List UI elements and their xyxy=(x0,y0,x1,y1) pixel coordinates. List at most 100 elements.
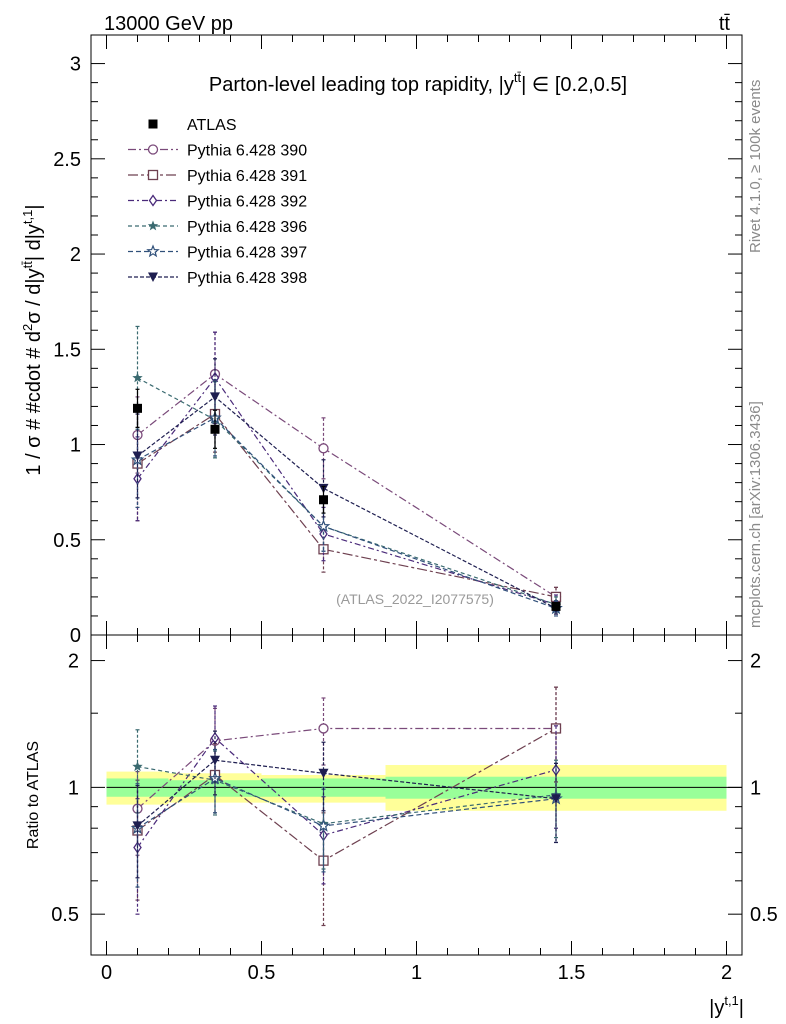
legend-item-p396: Pythia 6.428 396 xyxy=(128,219,307,236)
ratio-y-tick-label: 1 xyxy=(68,777,79,799)
series-line-p390 xyxy=(137,373,557,598)
main-y-tick-label: 1.5 xyxy=(53,339,81,361)
series-line-p396 xyxy=(137,377,557,606)
legend-label: Pythia 6.428 390 xyxy=(187,143,307,160)
ratio-y-tick-label-right: 2 xyxy=(750,651,761,673)
series-line-p391 xyxy=(137,413,557,598)
legend-marker xyxy=(148,119,158,129)
ratio-point xyxy=(316,818,331,832)
data-point xyxy=(133,403,142,413)
x-axis-label-close: | xyxy=(739,997,744,1019)
energy-label: 13000 GeV pp xyxy=(104,13,233,35)
main-y-tick-label: 0.5 xyxy=(53,530,81,552)
legend-item-p398: Pythia 6.428 398 xyxy=(128,270,307,287)
legend-label: Pythia 6.428 398 xyxy=(187,270,307,287)
legend-marker xyxy=(147,220,159,231)
legend-label: Pythia 6.428 392 xyxy=(187,194,307,211)
ratio-y-label: Ratio to ATLAS xyxy=(25,741,42,849)
x-axis-label: |yt,1| xyxy=(709,993,744,1019)
ratio-y-tick-label-right: 1 xyxy=(750,777,761,799)
main-watermark-layer: (ATLAS_2022_I2077575) xyxy=(336,591,494,607)
ratio-error-bar xyxy=(135,784,140,879)
x-tick-label: 1.5 xyxy=(558,962,586,984)
series-line-p397 xyxy=(137,417,557,609)
x-axis-label-base: |y xyxy=(709,997,724,1019)
process-label: tt̄ xyxy=(719,13,731,35)
ratio-point xyxy=(551,794,561,804)
data-point xyxy=(210,424,220,434)
mcplots-label: mcplots.cern.ch [arXiv:1306.3436] xyxy=(747,401,764,628)
data-point xyxy=(318,443,329,454)
ratio-y-axis: 0.5 0.5 1 1 2 2 xyxy=(51,651,778,927)
series-p390 xyxy=(132,331,562,608)
ratio-series-p398 xyxy=(132,730,561,879)
x-axis-label-sup: t,1 xyxy=(724,993,738,1008)
legend-marker xyxy=(147,144,159,155)
legend-label: Pythia 6.428 391 xyxy=(187,168,307,185)
data-point xyxy=(316,519,331,533)
legend-marker xyxy=(148,272,158,282)
x-tick-label: 1 xyxy=(411,962,422,984)
series-p392 xyxy=(133,331,561,615)
y-axis-label-text: 1 / σ # #cdot # d xyxy=(23,331,45,476)
series-line-p398 xyxy=(137,396,557,609)
data-point xyxy=(319,495,328,505)
legend-marker xyxy=(146,244,160,258)
main-y-axis: 0 0.5 1 1.5 2 2.5 3 xyxy=(53,54,742,647)
ratio-error-bar xyxy=(321,741,326,812)
y-axis-label: 1 / σ # #cdot # d2σ / d|ytt̄| d|yt,1| xyxy=(20,204,45,475)
main-y-tick-label: 2 xyxy=(70,244,81,266)
legend-item-p391: Pythia 6.428 391 xyxy=(128,168,307,185)
x-tick-label: 0 xyxy=(101,962,112,984)
watermark: (ATLAS_2022_I2077575) xyxy=(336,591,494,607)
ratio-error-bar xyxy=(554,762,558,844)
legend-marker xyxy=(147,169,159,181)
ratio-line-p392 xyxy=(137,737,557,848)
ratio-point xyxy=(318,723,329,734)
legend-marker xyxy=(148,194,158,207)
legend: ATLAS Pythia 6.428 390 Pythia 6.428 391 Pyt… xyxy=(128,117,307,287)
series-p397 xyxy=(130,379,563,617)
rivet-label: Rivet 4.1.0, ≥ 100k events xyxy=(747,80,764,253)
series-p398 xyxy=(132,358,561,615)
legend-label: Pythia 6.428 397 xyxy=(187,245,307,262)
series-p396 xyxy=(132,325,562,613)
chart-title-sup: tt̄ xyxy=(514,70,522,85)
ratio-x-axis: 0 0.5 1 1.5 2 xyxy=(101,635,732,984)
ratio-y-tick-label: 2 xyxy=(68,651,79,673)
data-point xyxy=(551,601,561,611)
legend-item-p392: Pythia 6.428 392 xyxy=(128,194,307,211)
ratio-point xyxy=(210,755,220,766)
ratio-point xyxy=(132,761,143,772)
x-tick-label: 0.5 xyxy=(248,962,276,984)
ratio-y-tick-label: 0.5 xyxy=(51,904,79,926)
main-y-tick-label: 2.5 xyxy=(53,149,81,171)
main-x-axis xyxy=(106,35,727,635)
legend-item-p397: Pythia 6.428 397 xyxy=(128,244,307,262)
chart-title: Parton-level leading top rapidity, |ytt̄… xyxy=(209,70,627,96)
data-point xyxy=(132,372,143,383)
ratio-data-layer xyxy=(130,686,563,927)
ratio-y-tick-label-right: 0.5 xyxy=(750,904,778,926)
data-point xyxy=(210,392,220,402)
main-y-tick-label: 0 xyxy=(70,625,81,647)
main-data-layer xyxy=(130,325,563,617)
ratio-error-bar xyxy=(554,759,558,839)
ratio-panel: 0.5 0.5 1 1 2 2 0 0.5 1 1.5 2 Ratio to ATLAS |yt,… xyxy=(25,634,778,1019)
legend-item-ATLAS: ATLAS xyxy=(148,117,237,134)
ratio-point xyxy=(318,768,329,779)
main-panel: (ATLAS_2022_I2077575) Parton-level leadi… xyxy=(20,34,743,647)
legend-label: ATLAS xyxy=(187,117,237,134)
series-ATLAS xyxy=(133,388,561,611)
ratio-point xyxy=(132,821,143,831)
x-tick-label: 2 xyxy=(721,962,732,984)
chart-title-suffix: | ∈ [0.2,0.5] xyxy=(521,74,627,96)
legend-item-p390: Pythia 6.428 390 xyxy=(128,143,307,160)
ratio-line-p391 xyxy=(137,727,557,862)
main-y-tick-label: 1 xyxy=(70,435,81,457)
ratio-line-p390 xyxy=(137,727,556,810)
data-point xyxy=(132,451,143,461)
series-line-p392 xyxy=(137,376,557,606)
main-y-tick-label: 3 xyxy=(70,54,81,76)
